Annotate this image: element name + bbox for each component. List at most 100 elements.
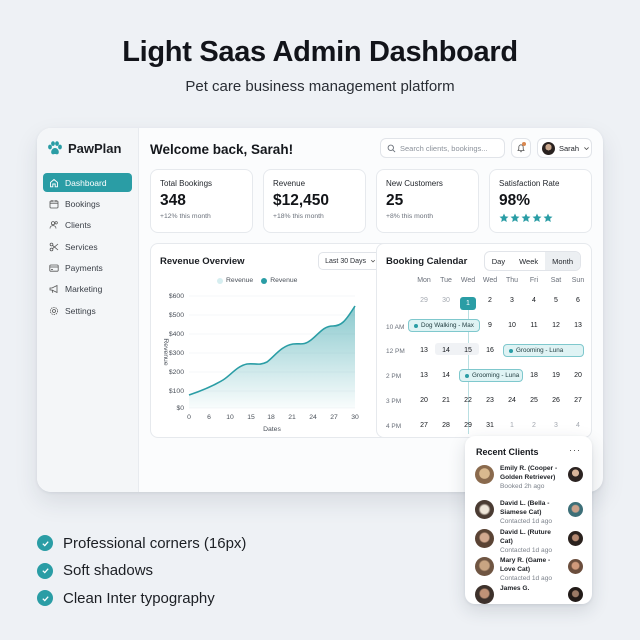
megaphone-icon [49,285,58,294]
card-title: Recent Clients [476,447,539,457]
calendar-day[interactable]: 13 [420,372,428,379]
view-day-button[interactable]: Day [491,256,506,266]
check-circle-icon [37,590,53,606]
rating-stars [499,213,582,223]
calendar-day[interactable]: 5 [554,297,558,304]
calendar-day[interactable]: 10 [508,322,516,329]
sidebar-item-clients[interactable]: Clients [43,216,132,235]
svg-text:$600: $600 [169,293,184,300]
calendar-day[interactable]: 20 [574,372,582,379]
client-list-item[interactable]: Mary R. (Game - Love Cat) Contacted 1d ag… [475,557,583,585]
svg-text:$400: $400 [169,331,184,338]
calendar-day[interactable]: 29 [464,422,472,429]
calendar-day[interactable]: 6 [576,297,580,304]
sidebar-item-label: Dashboard [65,177,107,188]
client-list-item[interactable]: Emily R. (Cooper - Golden Retriever) Book… [475,465,583,499]
client-name: Mary R. (Game - Love Cat) Contacted 1d ag… [500,557,562,583]
sidebar-item-payments[interactable]: Payments [43,259,132,278]
view-week-button[interactable]: Week [519,256,539,266]
more-options-icon[interactable]: ··· [569,445,581,455]
calendar-day[interactable]: 27 [420,422,428,429]
calendar-view-switch: Day Week Month [483,251,581,271]
calendar-day[interactable]: 22 [464,397,472,404]
event-grooming-luna[interactable]: Grooming - Luna [503,344,584,357]
star-icon [521,213,531,222]
calendar-day[interactable]: 4 [576,422,580,429]
calendar-day[interactable]: 11 [530,322,538,329]
brand[interactable]: PawPlan [47,141,121,156]
notifications-button[interactable] [511,138,531,158]
calendar-day[interactable]: 21 [442,397,450,404]
calendar-day[interactable]: 13 [574,322,582,329]
date-range-select[interactable]: Last 30 Days [318,252,383,270]
card-title: Booking Calendar [386,256,468,267]
pet-avatar [475,500,494,519]
calendar-day[interactable]: 9 [488,322,492,329]
stat-value: 98% [499,192,531,209]
svg-text:Dates: Dates [263,426,281,433]
calendar-day[interactable]: 31 [486,422,494,429]
view-month-button[interactable]: Month [545,252,580,270]
calendar-day[interactable]: 15 [464,347,472,354]
calendar-day[interactable]: 1 [510,422,514,429]
calendar-day[interactable]: 16 [486,347,494,354]
sidebar-item-bookings[interactable]: Bookings [43,194,132,213]
chart-legend: Revenue Revenue [217,277,297,284]
stat-label: Satisfaction Rate [499,179,560,188]
calendar-day[interactable]: 14 [442,347,450,354]
calendar-day[interactable]: 27 [574,397,582,404]
notification-dot [522,142,526,146]
calendar-row: 13 14 15 16 [413,347,501,354]
feature-item: Clean Inter typography [37,589,246,607]
calendar-day[interactable]: 25 [530,397,538,404]
bell-icon [517,144,525,153]
owner-avatar [568,467,583,482]
sidebar-item-settings[interactable]: Settings [43,301,132,320]
calendar-day[interactable]: 14 [442,372,450,379]
star-icon [543,213,553,222]
event-label: Grooming - Luna [516,347,564,354]
calendar-day[interactable]: 28 [442,422,450,429]
sidebar-item-marketing[interactable]: Marketing [43,280,132,299]
event-grooming-luna[interactable]: Grooming - Luna [459,369,523,382]
feature-item: Professional corners (16px) [37,534,246,552]
calendar-day[interactable]: 26 [552,397,560,404]
search-input[interactable]: Search clients, bookings... [380,138,505,158]
star-icon [510,213,520,222]
client-name: David L. (Ruture Cat) Contacted 1d ago [500,529,562,555]
current-day-line [468,299,469,434]
user-menu[interactable]: Sarah [537,138,592,158]
calendar-day[interactable]: 29 [420,297,428,304]
revenue-chart: $600 $500 $400 $300 $200 $100 $0 0 6 10 15 18 21 2… [162,293,359,433]
client-list-item[interactable]: David L. (Ruture Cat) Contacted 1d ago [475,529,583,557]
svg-text:15: 15 [247,414,255,421]
calendar-day-today[interactable]: 1 [457,297,479,310]
calendar-day[interactable]: 20 [420,397,428,404]
calendar-day[interactable]: 3 [510,297,514,304]
client-list-item[interactable]: David L. (Bella - Siamese Cat) Contacted … [475,500,583,530]
sidebar-item-services[interactable]: Services [43,237,132,256]
sidebar-item-dashboard[interactable]: Dashboard [43,173,132,192]
sidebar-item-label: Services [65,241,98,252]
event-dog-walking[interactable]: Dog Walking - Max [408,319,480,332]
owner-avatar [568,531,583,546]
paw-icon [48,141,62,155]
calendar-day[interactable]: 23 [486,397,494,404]
calendar-day[interactable]: 13 [420,347,428,354]
calendar-day[interactable]: 2 [532,422,536,429]
calendar-day[interactable]: 3 [554,422,558,429]
calendar-day[interactable]: 4 [532,297,536,304]
calendar-day[interactable]: 24 [508,397,516,404]
calendar-day[interactable]: 2 [488,297,492,304]
legend-item: Revenue [261,277,297,284]
search-placeholder: Search clients, bookings... [400,143,488,153]
svg-text:$0: $0 [176,405,184,412]
calendar-day[interactable]: 19 [552,372,560,379]
feature-item: Soft shadows [37,562,246,580]
event-dot [414,323,418,328]
calendar-day[interactable]: 12 [552,322,560,329]
client-list-item[interactable]: James G. [475,585,583,604]
calendar-day[interactable]: 30 [442,297,450,304]
time-label: 10 AM [386,324,405,331]
calendar-day[interactable]: 18 [530,372,538,379]
